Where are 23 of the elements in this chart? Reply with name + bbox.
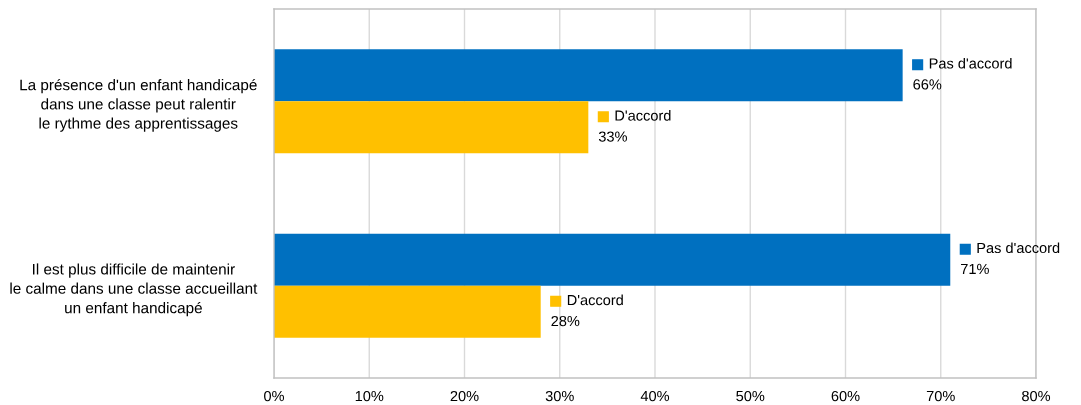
data-label: 33%	[598, 131, 627, 142]
x-tick-label: 80%	[1022, 390, 1051, 402]
bar	[274, 285, 541, 338]
x-tick-label: 0%	[264, 390, 285, 402]
x-tick-label: 10%	[355, 390, 384, 402]
x-tick-label: 70%	[926, 390, 955, 402]
text: D'accord	[615, 110, 671, 121]
y-tick-label: La présence d'un enfant handicapé dans une classe peut ralentir le rythme des apprentissages	[20, 78, 257, 132]
data-label: 71%	[961, 263, 989, 275]
data-label: 28%	[551, 315, 580, 327]
text: Pas d'accord	[977, 242, 1060, 254]
x-tick-label: 60%	[831, 390, 860, 402]
bar	[274, 233, 951, 286]
legend-label: D'accord	[567, 294, 623, 306]
bar	[274, 101, 589, 154]
x-tick-label: 40%	[640, 390, 670, 402]
x-tick-label: 20%	[450, 390, 479, 402]
legend-label: Pas d'accord	[929, 57, 1012, 69]
bar	[274, 49, 903, 102]
y-tick-label: Il est plus difficile de maintenir le calme dans une classe accueillant un enfant handicapé	[10, 263, 258, 317]
data-label: 66%	[913, 79, 942, 90]
x-tick-label: 50%	[736, 390, 765, 402]
x-tick-label: 30%	[545, 390, 574, 402]
